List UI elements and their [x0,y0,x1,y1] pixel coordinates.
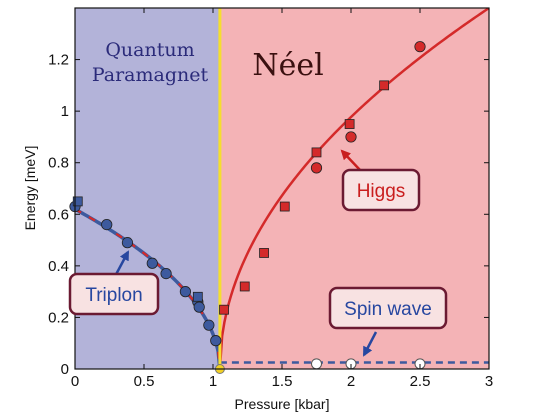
y-tick-label: 0.8 [48,155,69,172]
triplon-circles-point [193,301,205,313]
higgs-squares-point [219,304,229,315]
triplon-circles-point [203,319,215,331]
x-tick-label: 0 [71,373,79,390]
x-tick-label: 1.5 [272,373,293,390]
higgs-squares-point [279,201,290,212]
y-tick-label: 0.2 [48,309,69,326]
higgs-squares-point [311,147,322,158]
higgs-squares-point [344,119,355,129]
triplon-circles-point [210,335,222,347]
spin-wave-callout: Spin wave [328,286,448,357]
region-label-quantum: Quantum [105,39,194,61]
higgs-callout: Higgs [340,149,421,212]
y-tick-label: 0.4 [48,258,69,275]
higgs-squares-point [239,281,250,292]
region-label-paramagnet: Paramagnet [92,64,209,86]
spin-wave-arrow [362,331,378,357]
region-label-neel: Néel [252,48,323,83]
spin-wave-open-circles-point [311,358,322,370]
y-axis-title: Energy [meV] [22,146,38,231]
triplon-callout: Triplon [68,250,160,316]
y-tick-label: 1.2 [48,52,69,69]
triplon-circles-point [160,267,172,280]
higgs-squares-point [259,248,269,258]
y-tick-label: 0 [61,361,69,378]
higgs-label: Higgs [357,181,406,202]
higgs-circles-point [414,41,426,53]
triplon-box [68,272,160,316]
higgs-squares-point [379,80,390,91]
y-tick-label: 0.6 [48,206,69,223]
triplon-circles-point [146,257,158,269]
triplon-squares-point [192,291,203,302]
spin-wave-box [328,286,448,330]
triplon-circles-point [101,219,113,231]
higgs-circles-point [310,162,323,174]
axes: 0 0.5 1 1.5 2 2.5 3 0 0.2 0.4 0.6 0.8 1 1.2 [48,8,493,390]
triplon-fit-dashes [75,208,221,369]
x-tick-label: 1 [209,373,217,390]
triplon-circles-point [121,237,134,249]
spin-wave-label: Spin wave [344,299,432,320]
triplon-label: Triplon [85,285,142,306]
y-tick-label: 1 [61,103,69,120]
x-axis-title: Pressure [kbar] [235,396,330,412]
triplon-squares-point [72,196,83,207]
higgs-fit-curve [218,8,489,369]
x-tick-label: 2 [347,373,355,390]
higgs-box [341,168,421,212]
triplon-circles-point [179,286,191,298]
x-tick-label: 2.5 [410,373,431,390]
higgs-arrow [340,149,361,171]
higgs-circles-point [345,131,357,143]
x-tick-label: 0.5 [134,373,155,390]
x-tick-label: 3 [485,373,493,390]
